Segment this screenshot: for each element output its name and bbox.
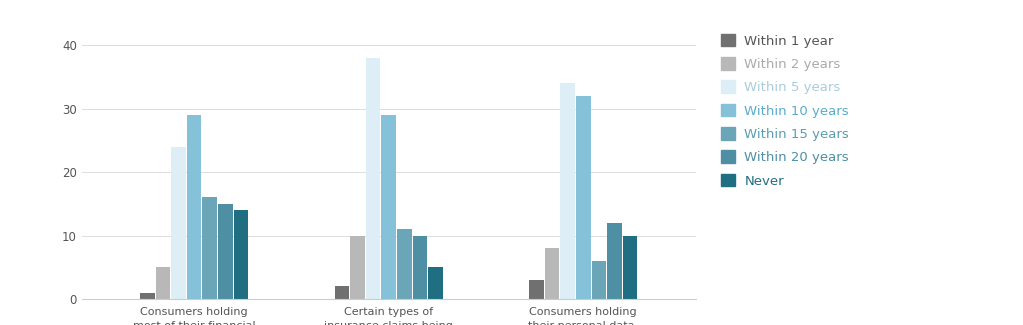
Bar: [623, 236, 637, 299]
Bar: [529, 280, 544, 299]
Bar: [366, 58, 381, 299]
Bar: [607, 223, 622, 299]
Bar: [350, 236, 365, 299]
Bar: [155, 267, 171, 299]
Bar: [218, 204, 232, 299]
Bar: [429, 267, 443, 299]
Bar: [203, 198, 217, 299]
Bar: [187, 115, 202, 299]
Bar: [545, 248, 560, 299]
Bar: [412, 236, 428, 299]
Bar: [382, 115, 396, 299]
Legend: Within 1 year, Within 2 years, Within 5 years, Within 10 years, Within 15 years,: Within 1 year, Within 2 years, Within 5 …: [720, 34, 849, 188]
Bar: [576, 96, 590, 299]
Bar: [335, 286, 349, 299]
Bar: [140, 292, 154, 299]
Bar: [397, 229, 411, 299]
Bar: [591, 261, 607, 299]
Bar: [561, 83, 575, 299]
Bar: [171, 147, 186, 299]
Bar: [233, 210, 249, 299]
